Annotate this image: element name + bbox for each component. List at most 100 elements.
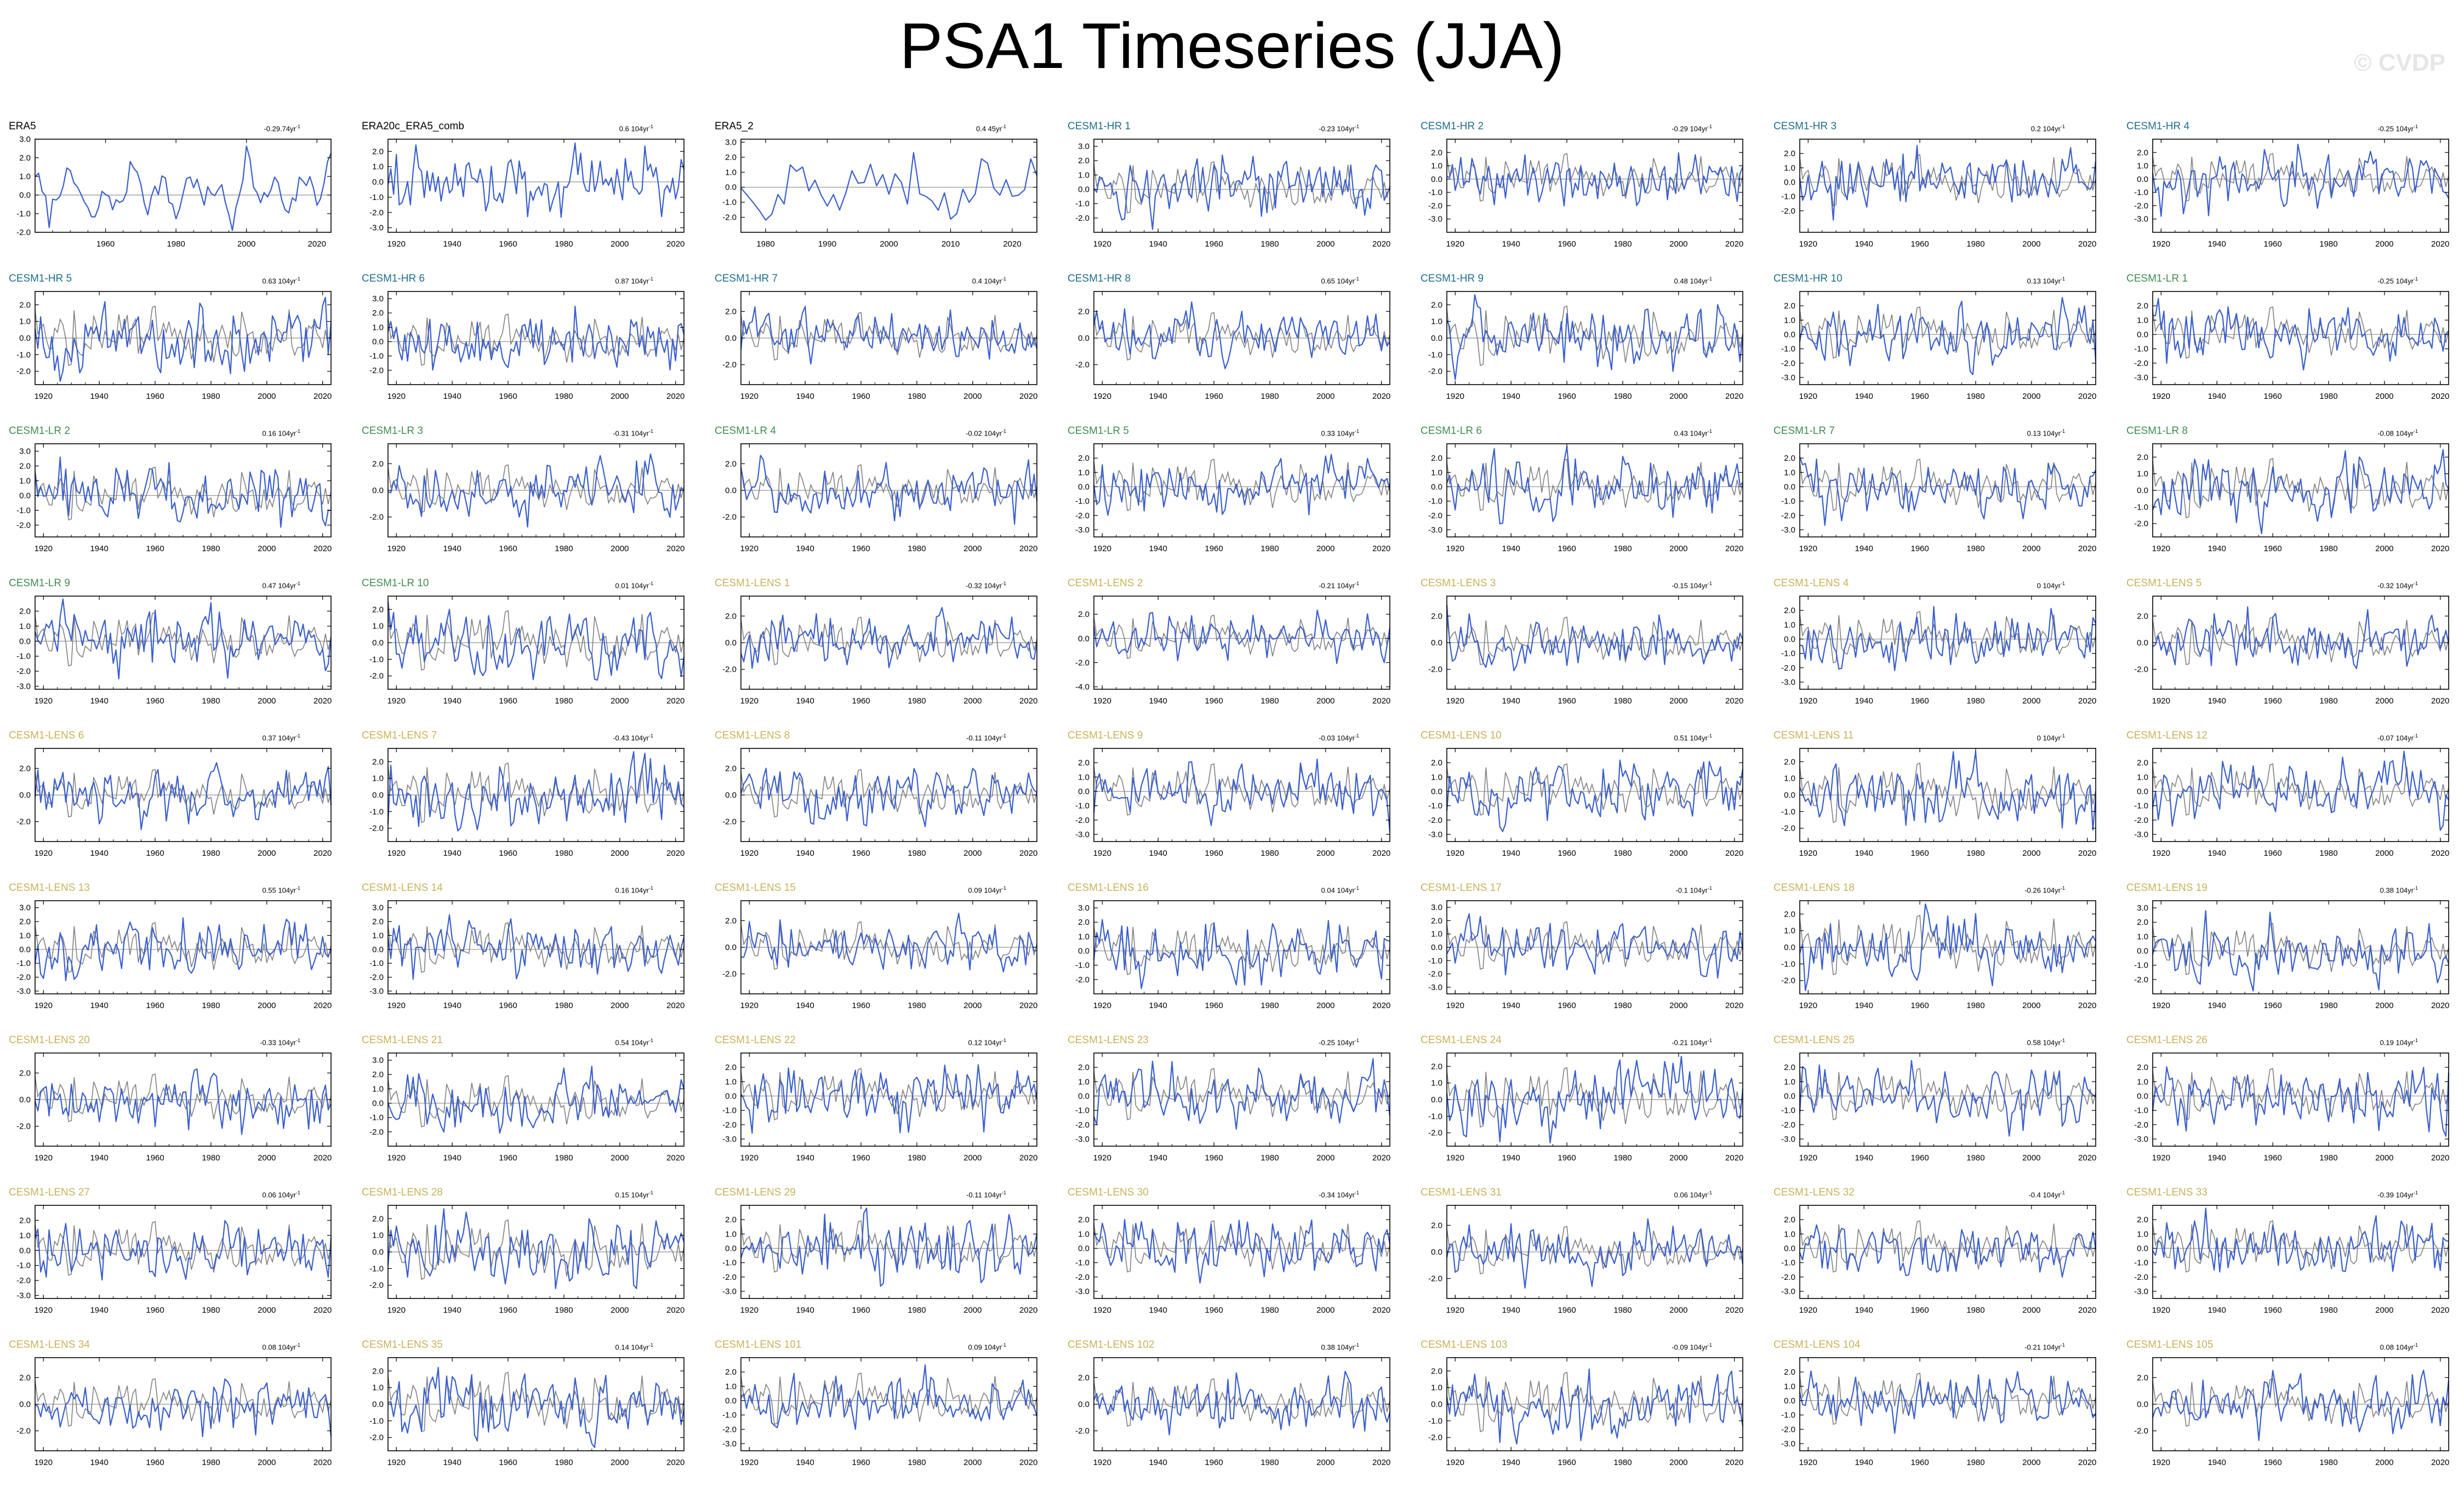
panel-trend: 0.13 104yr-1	[2027, 428, 2065, 437]
y-tick-label: -1.0	[1075, 497, 1090, 506]
panel-trend: 0.33 104yr-1	[1321, 428, 1359, 437]
panel-plot: 1920 1940 1960 1980 2000 2020 2.0 1.0 0.0 -1.0 -2.…	[369, 748, 685, 858]
x-tick-label: 2020	[1372, 239, 1390, 249]
panel-title: CESM1-LENS 33	[2126, 1187, 2208, 1198]
x-tick-label: 1960	[1558, 1153, 1576, 1163]
x-tick-label: 1980	[2319, 392, 2337, 401]
y-tick-label: -1.0	[16, 506, 31, 515]
y-tick-label: 0.0	[2137, 1400, 2148, 1409]
y-tick-label: -1.0	[1781, 497, 1795, 506]
x-tick-label: 1920	[1446, 239, 1464, 249]
x-tick-label: 2020	[1019, 392, 1037, 401]
trend-exponent: -1	[1001, 1190, 1006, 1195]
y-tick-label: 0.0	[19, 791, 31, 800]
x-tick-label: 2000	[611, 392, 629, 401]
x-tick-label: 2000	[2022, 392, 2040, 401]
x-tick-label: 2020	[2431, 544, 2449, 553]
panel-cesm1-lens-5: CESM1-LENS 5 -0.32 104yr-1 1920 1940 1960 198…	[2122, 577, 2451, 723]
x-tick-label: 2000	[1316, 696, 1334, 706]
y-tick-label: 0.0	[1078, 185, 1090, 194]
panel-plot: 1980 1990 2000 2010 2020 3.0 2.0 1.0 0.0 -1.0 -2.0	[722, 138, 1038, 249]
x-tick-label: 2020	[1725, 1001, 1743, 1010]
y-tick-label: -1.0	[2134, 1106, 2148, 1115]
obs-series-line	[1446, 921, 1743, 970]
x-tick-label: 1920	[1446, 1153, 1464, 1163]
panel-title: CESM1-LENS 11	[1773, 730, 1854, 741]
y-tick-label: 2.0	[725, 459, 737, 468]
x-tick-label: 2020	[313, 849, 332, 858]
y-tick-label: -2.0	[16, 367, 31, 376]
data-series-line	[1446, 759, 1744, 832]
panel-title: CESM1-HR 5	[9, 273, 72, 284]
trend-value: 0.09 104yr	[968, 886, 1002, 895]
x-tick-label: 1940	[1855, 1458, 1873, 1467]
x-tick-label: 2000	[1669, 239, 1687, 249]
data-series-line	[34, 598, 332, 680]
obs-series-line	[1093, 161, 1390, 214]
y-tick-label: 0.0	[19, 1095, 31, 1105]
panel-title: CESM1-LENS 103	[1421, 1339, 1508, 1351]
data-series-line	[1799, 1370, 2096, 1434]
plot-frame	[1799, 1052, 2096, 1147]
data-series-line	[2152, 449, 2449, 534]
x-tick-label: 1920	[35, 696, 53, 706]
y-tick-label: -2.0	[16, 520, 31, 530]
y-tick-label: 1.0	[1784, 1077, 1795, 1086]
obs-series-line	[2152, 457, 2449, 519]
x-tick-label: 1920	[35, 849, 53, 858]
panel-plot: 1920 1940 1960 1980 2000 2020 2.0 1.0 0.0 -1.0 -2.…	[1428, 1357, 1743, 1467]
x-tick-label: 2000	[258, 544, 276, 553]
y-tick-label: -2.0	[369, 513, 384, 522]
panel-cesm1-lens-28: CESM1-LENS 28 0.15 104yr-1 1920 1940 1960 198…	[357, 1187, 686, 1332]
trend-value: 0.08 104yr	[2380, 1343, 2414, 1352]
x-tick-label: 2000	[258, 696, 276, 706]
y-tick-label: 2.0	[1784, 1215, 1795, 1225]
y-tick-label: -3.0	[2134, 215, 2148, 224]
panel-title: CESM1-LENS 18	[1773, 882, 1855, 894]
x-tick-label: 1920	[2152, 849, 2170, 858]
data-series-line	[387, 1066, 685, 1134]
panel-title: CESM1-LENS 19	[2126, 882, 2208, 894]
panel-cesm1-lens-18: CESM1-LENS 18 -0.26 104yr-1 1920 1940 1960 19…	[1769, 882, 2098, 1028]
trend-value: -0.21 104yr	[2024, 1343, 2061, 1352]
panel-plot: 1920 1940 1960 1980 2000 2020 2.0 1.0 0.0 -1.0 -2.…	[369, 1357, 685, 1467]
x-tick-label: 1940	[2208, 239, 2226, 249]
x-tick-label: 1960	[146, 1306, 164, 1315]
x-tick-label: 1940	[1149, 696, 1167, 706]
x-tick-label: 2000	[1669, 1458, 1687, 1467]
panel-trend: 0.38 104yr-1	[2380, 885, 2418, 894]
data-series-line	[2152, 1369, 2450, 1441]
x-tick-label: 1940	[90, 1001, 108, 1010]
y-tick-label: -2.0	[1781, 663, 1795, 673]
y-tick-label: 0.0	[725, 943, 737, 952]
x-tick-label: 1960	[2263, 849, 2282, 858]
panel-title: CESM1-LR 6	[1421, 425, 1482, 437]
trend-value: -0.21 104yr	[1319, 581, 1355, 590]
obs-series-line	[2152, 306, 2449, 359]
trend-value: 0.4 104yr	[972, 277, 1002, 285]
y-tick-label: 1.0	[1784, 926, 1795, 936]
panel-cesm1-lens-31: CESM1-LENS 31 0.06 104yr-1 1920 1940 1960 198…	[1416, 1187, 1745, 1332]
y-tick-label: -1.0	[2134, 802, 2148, 811]
panel-cesm1-hr-10: CESM1-HR 10 0.13 104yr-1 1920 1940 1960 1980 2…	[1769, 273, 2098, 419]
y-tick-label: 0.0	[1431, 787, 1442, 796]
trend-value: -0.11 104yr	[966, 734, 1002, 742]
y-tick-label: 2.0	[2137, 758, 2148, 768]
trend-exponent: -1	[1354, 1038, 1359, 1043]
y-tick-label: -3.0	[2134, 1287, 2148, 1296]
x-tick-label: 1980	[555, 696, 573, 706]
trend-exponent: -1	[648, 276, 653, 282]
trend-value: 0.37 104yr	[262, 734, 296, 742]
data-series-line	[34, 917, 332, 981]
y-tick-label: -2.0	[722, 817, 737, 827]
x-tick-label: 1920	[2152, 696, 2170, 706]
panel-plot: 1920 1940 1960 1980 2000 2020 2.0 1.0 0.0 -1.0 -2.…	[2134, 748, 2449, 858]
data-series-line	[740, 1064, 1038, 1134]
obs-series-line	[35, 1073, 332, 1123]
y-tick-label: 0.0	[372, 638, 384, 648]
x-tick-label: 2020	[2431, 392, 2449, 401]
y-tick-label: 0.0	[1784, 1091, 1795, 1101]
obs-series-line	[1446, 616, 1743, 666]
obs-series-line	[740, 769, 1037, 818]
trend-exponent: -1	[1001, 276, 1006, 282]
